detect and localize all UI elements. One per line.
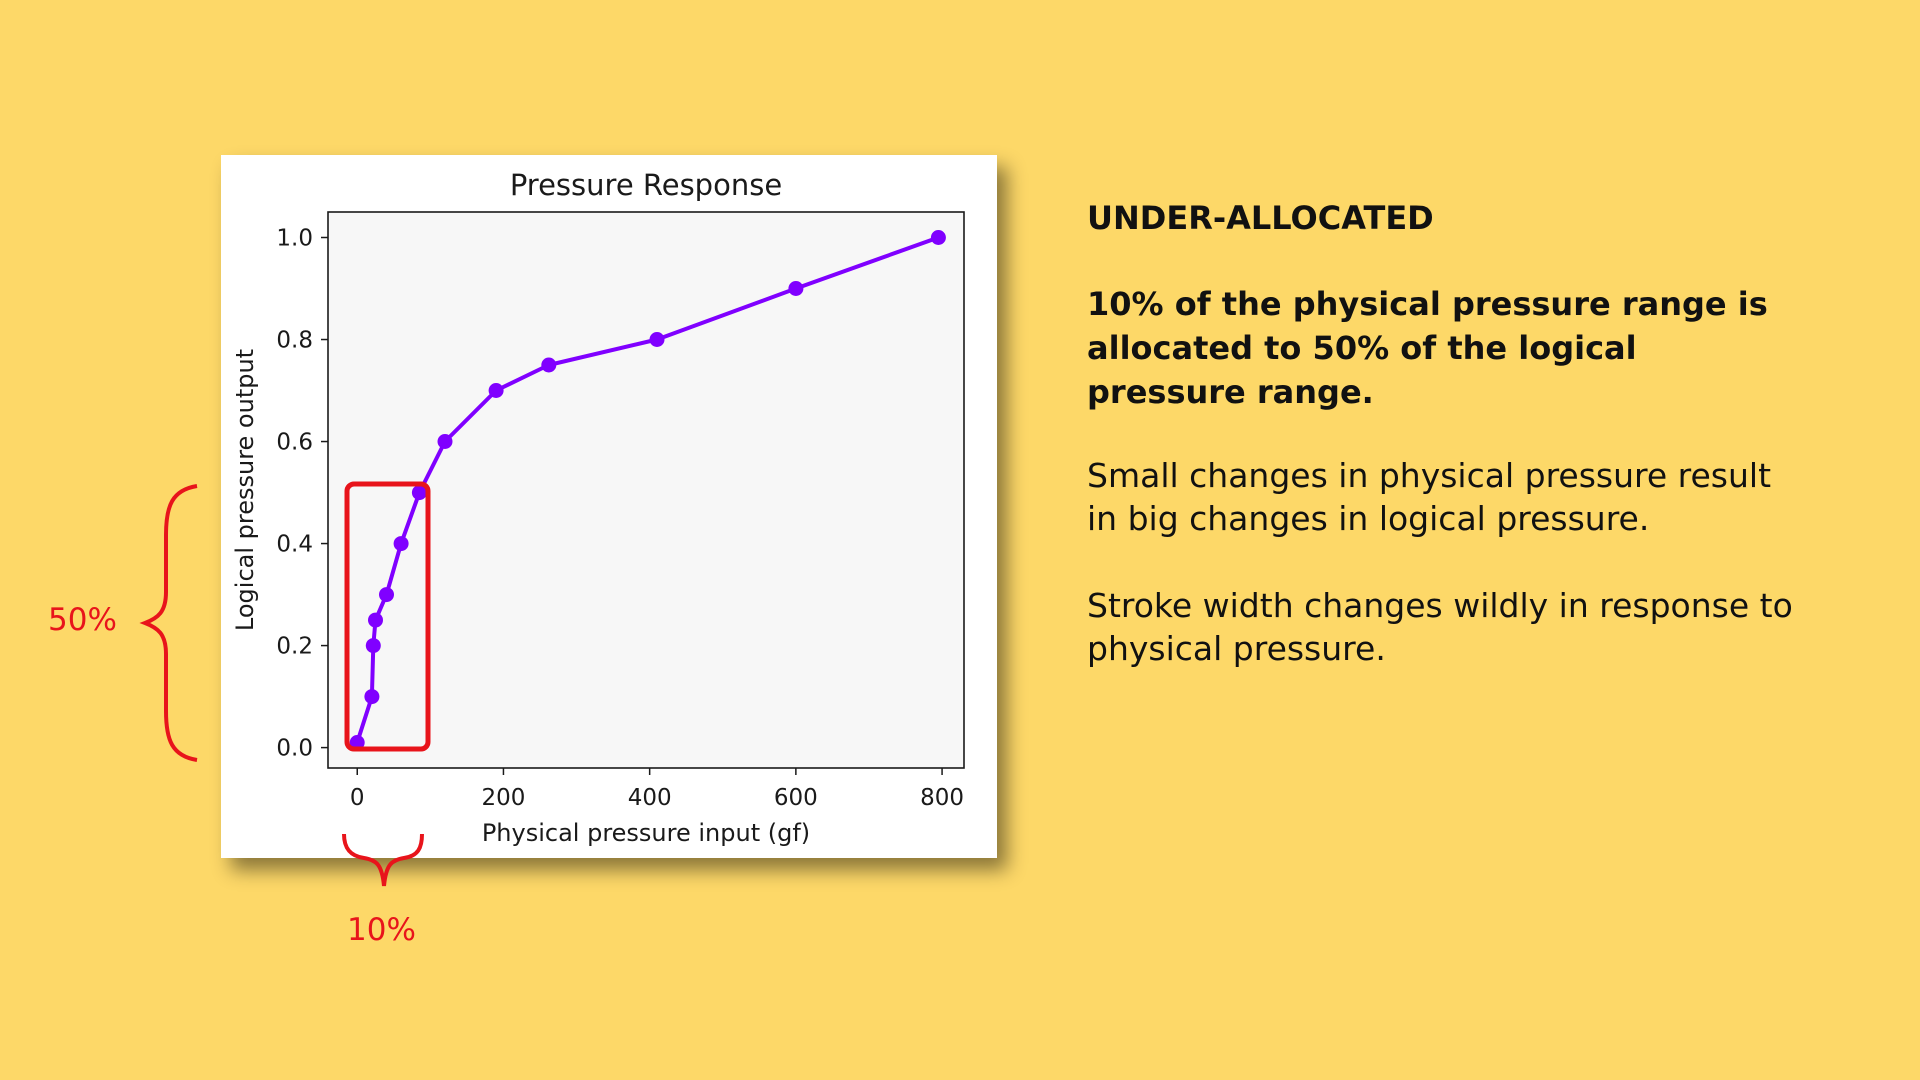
data-point [488, 383, 504, 398]
data-point [411, 485, 427, 501]
data-point [437, 434, 453, 449]
x-tick-label: 800 [920, 785, 964, 811]
plot-area [327, 211, 965, 769]
text-panel: UNDER-ALLOCATED 10% of the physical pres… [1087, 196, 1807, 714]
ticks-layer: 0 200 400 600 800 0.0 0.2 0.4 0.6 0.8 1.0 [276, 226, 964, 811]
chart-title: Pressure Response [510, 168, 782, 202]
x-tick-label: 600 [774, 785, 818, 811]
data-point [393, 536, 409, 552]
data-point [930, 230, 946, 245]
data-point [364, 689, 380, 705]
y-tick-label: 0.8 [276, 328, 313, 354]
heading: UNDER-ALLOCATED [1087, 199, 1434, 237]
data-point [788, 281, 804, 296]
data-point [379, 587, 394, 603]
x-tick-label: 400 [628, 785, 672, 811]
chart-card: Pressure Response Physical pressure inpu… [221, 155, 997, 858]
y-tick-label: 1.0 [276, 226, 313, 252]
fifty-percent-label: 50% [48, 602, 117, 638]
pressure-response-chart: Pressure Response Physical pressure inpu… [231, 168, 965, 847]
ten-percent-label: 10% [347, 912, 416, 948]
data-point [368, 612, 383, 628]
data-point [365, 638, 381, 654]
vertical-brace [139, 484, 198, 762]
x-tick-label: 0 [350, 785, 365, 811]
explanation-paragraph-2: Stroke width changes wildly in response … [1087, 586, 1793, 668]
x-tick-label: 200 [481, 785, 525, 811]
y-tick-label: 0.2 [276, 634, 313, 660]
summary-bold-paragraph: 10% of the physical pressure range is al… [1087, 285, 1768, 411]
x-axis-label: Physical pressure input (gf) [482, 819, 810, 847]
data-point [541, 357, 557, 373]
y-tick-label: 0.0 [276, 736, 313, 762]
y-tick-label: 0.4 [276, 532, 313, 558]
explanation-paragraph-1: Small changes in physical pressure resul… [1087, 456, 1772, 538]
y-tick-label: 0.6 [276, 430, 313, 456]
data-point [349, 735, 365, 750]
data-point [649, 332, 665, 347]
y-axis-label: Logical pressure output [231, 349, 259, 631]
